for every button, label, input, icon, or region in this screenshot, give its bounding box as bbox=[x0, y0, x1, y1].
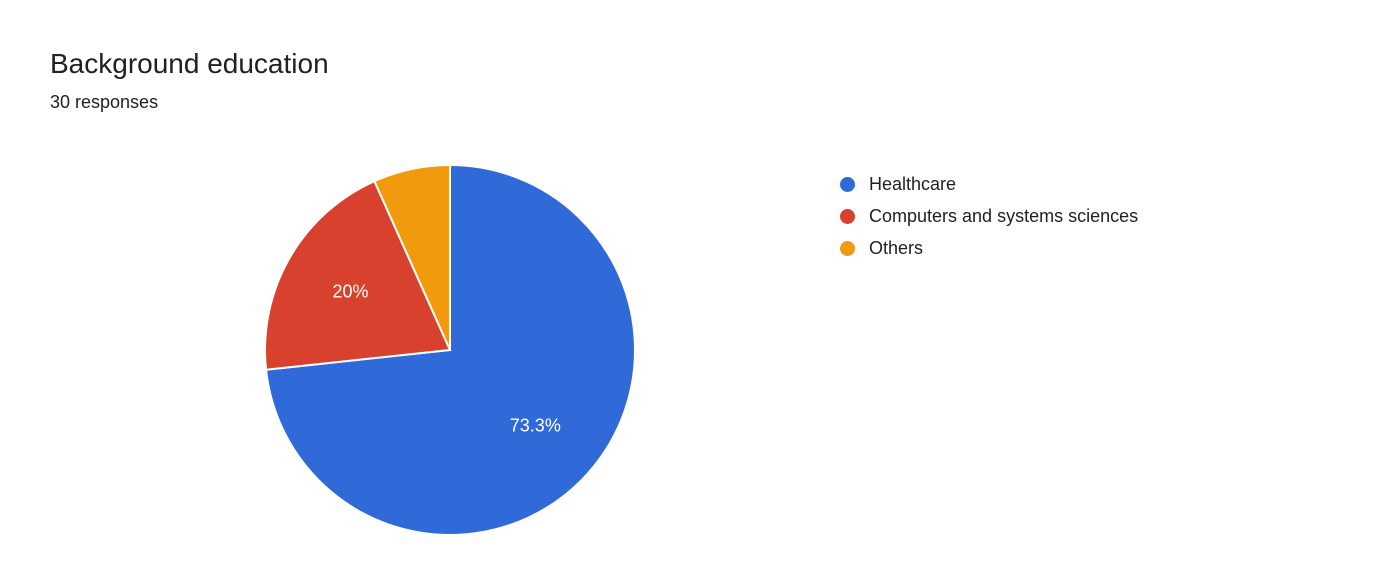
chart-container: Background education 30 responses 73.3% 2… bbox=[0, 0, 1379, 580]
pie-slice-label-1: 20% bbox=[333, 282, 369, 302]
legend-dot-icon bbox=[840, 209, 855, 224]
legend-dot-icon bbox=[840, 177, 855, 192]
legend-dot-icon bbox=[840, 241, 855, 256]
chart-title: Background education bbox=[50, 48, 329, 80]
legend-label: Others bbox=[869, 238, 923, 259]
legend-item-2: Others bbox=[840, 232, 1138, 264]
pie-slice-label-0: 73.3% bbox=[510, 415, 561, 435]
legend-item-1: Computers and systems sciences bbox=[840, 200, 1138, 232]
pie-svg: 73.3% 20% bbox=[260, 160, 640, 540]
legend-label: Healthcare bbox=[869, 174, 956, 195]
legend: Healthcare Computers and systems sciences… bbox=[840, 168, 1138, 264]
chart-subtitle: 30 responses bbox=[50, 92, 158, 113]
legend-label: Computers and systems sciences bbox=[869, 206, 1138, 227]
legend-item-0: Healthcare bbox=[840, 168, 1138, 200]
pie-chart: 73.3% 20% bbox=[260, 160, 640, 540]
